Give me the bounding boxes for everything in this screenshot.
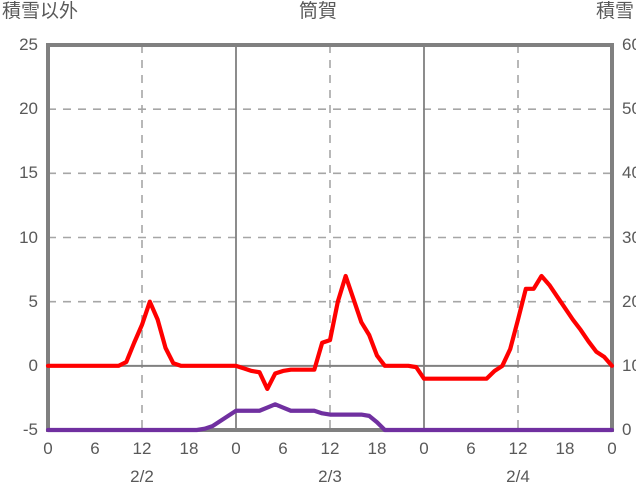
- y-tick-right: 60: [622, 35, 636, 54]
- x-tick: 0: [43, 439, 53, 458]
- y-tick-right: 20: [622, 291, 636, 311]
- gridlines: [48, 45, 612, 430]
- x-tick: 12: [508, 439, 528, 458]
- x-tick: 12: [132, 439, 152, 458]
- y-tick-right: 40: [622, 163, 636, 183]
- y-tick-right: 30: [622, 227, 636, 247]
- data-series: [45, 273, 615, 433]
- x-tick: 18: [555, 439, 575, 458]
- axis-frame: [46, 43, 614, 432]
- x-tick: 6: [466, 439, 476, 458]
- x-tick: 6: [90, 439, 100, 458]
- x-tick: 18: [367, 439, 387, 458]
- x-day-label: 2/2: [130, 467, 154, 486]
- y-tick-left: 25: [19, 35, 38, 54]
- x-tick: 6: [278, 439, 288, 458]
- x-tick: 0: [231, 439, 241, 458]
- x-tick: 0: [419, 439, 429, 458]
- series-line-other: [45, 273, 615, 392]
- y-tick-left: -5: [22, 420, 38, 439]
- y-tick-left: 5: [28, 291, 38, 311]
- x-tick: 18: [179, 439, 199, 458]
- right-axis-title: 積雪: [595, 1, 634, 22]
- x-tick: 0: [607, 439, 617, 458]
- plot-border: [46, 43, 614, 432]
- y-tick-right: 50: [622, 99, 636, 119]
- y-tick-right: 10: [622, 355, 636, 375]
- y-tick-right: 0: [622, 420, 632, 439]
- y-tick-left: 20: [19, 99, 38, 119]
- x-tick: 12: [320, 439, 340, 458]
- y-tick-left: 10: [19, 227, 38, 247]
- y-tick-left: 0: [28, 355, 38, 375]
- left-axis-title: 積雪以外: [2, 1, 79, 22]
- x-day-label: 2/3: [318, 467, 342, 486]
- y-tick-left: 15: [19, 163, 38, 183]
- page-title: 筒賀: [298, 1, 337, 22]
- x-day-label: 2/4: [506, 467, 530, 486]
- series-line-snow: [45, 402, 615, 433]
